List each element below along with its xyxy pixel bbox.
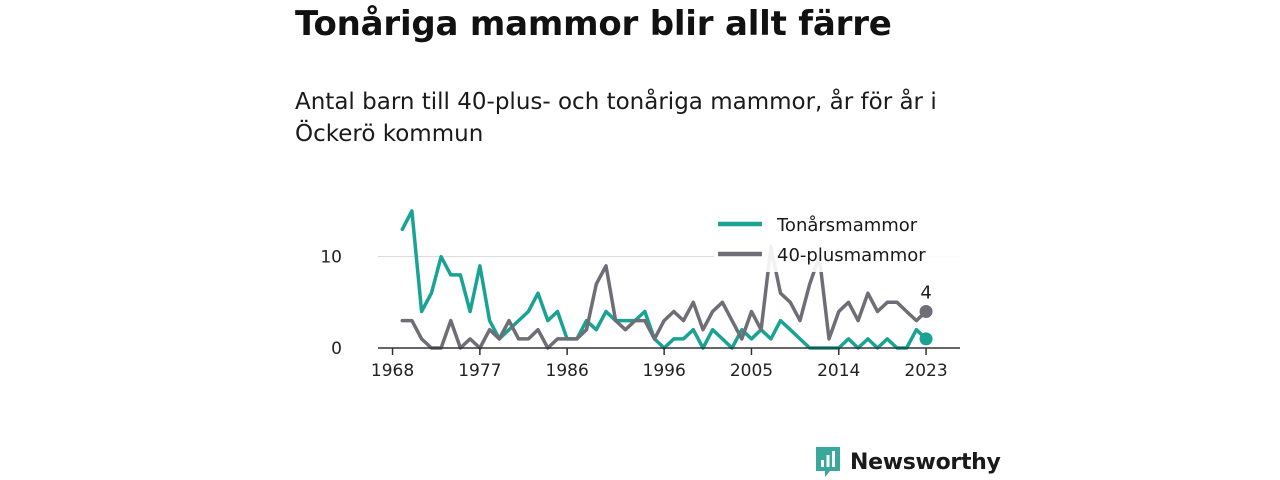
end-markers: 4 — [919, 282, 933, 346]
chart-subtitle: Antal barn till 40-plus- och tonåriga ma… — [295, 89, 937, 147]
legend: Tonårsmammor 40-plusmammor — [714, 215, 967, 272]
line-chart: 1968 1977 1986 1996 2005 2014 2023 0 10 Tonårsm… — [320, 209, 967, 381]
y-axis-ticks: 0 10 — [320, 248, 342, 359]
end-marker-2 — [919, 304, 933, 318]
legend-backdrop — [714, 246, 967, 272]
x-tick-label: 1996 — [643, 361, 686, 381]
x-tick-label: 1986 — [546, 361, 589, 381]
x-tick-label: 1968 — [371, 361, 414, 381]
legend-label: 40-plusmammor — [777, 245, 926, 266]
series-line-2 — [400, 245, 928, 350]
chart-title: Tonåriga mammor blir allt färre — [295, 4, 892, 44]
x-tick-label: 2014 — [817, 361, 860, 381]
x-axis: 1968 1977 1986 1996 2005 2014 2023 — [371, 347, 960, 381]
end-marker-1 — [919, 332, 933, 346]
x-tick-label: 2023 — [904, 361, 947, 381]
x-tick-label: 2005 — [730, 361, 773, 381]
x-tick-label: 1977 — [458, 361, 501, 381]
newsworthy-logo-icon — [816, 447, 840, 477]
legend-backdrop — [714, 216, 967, 242]
y-tick-label: 10 — [320, 248, 342, 268]
legend-label: Tonårsmammor — [776, 215, 918, 236]
brand-name: Newsworthy — [850, 449, 1001, 475]
y-tick-label: 0 — [331, 339, 342, 359]
brand-logo: Newsworthy — [814, 446, 1001, 478]
end-value-label: 4 — [920, 282, 931, 303]
